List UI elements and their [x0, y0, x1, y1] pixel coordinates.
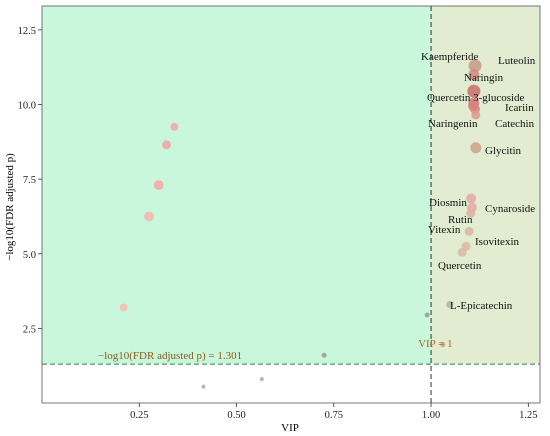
- point-luteolin: [468, 69, 480, 81]
- point-naringenin: [468, 100, 479, 111]
- y-tick-label-0: 2.5: [23, 324, 36, 335]
- point-5: [424, 312, 430, 318]
- point-kaempferide: [468, 59, 482, 73]
- point-9: [201, 384, 206, 389]
- data-points: [119, 59, 482, 389]
- point-2: [153, 180, 164, 191]
- point-3: [143, 211, 154, 222]
- threshold-lines: −log10(FDR adjusted p) = 1.301 VIP = 1: [42, 6, 540, 403]
- x-tick-label-0: 0.25: [130, 410, 148, 421]
- point-1: [162, 140, 171, 150]
- point-0: [170, 122, 179, 131]
- point-6: [440, 342, 446, 348]
- point-8: [259, 377, 264, 382]
- point-naringin: [467, 84, 481, 98]
- label-vitexin: Vitexin: [428, 224, 461, 236]
- fdr-threshold-label: −log10(FDR adjusted p) = 1.301: [98, 350, 242, 362]
- x-tick-label-3: 1.00: [422, 410, 440, 421]
- vip-threshold-label: VIP = 1: [418, 338, 453, 350]
- point-rutin: [466, 208, 476, 218]
- plot-frame: [41, 5, 541, 404]
- y-tick-label-4: 12.5: [18, 26, 36, 37]
- label-glycitin: Glycitin: [485, 145, 522, 157]
- label-quercetin: Quercetin: [438, 260, 482, 272]
- label-kaempferide: Kaempferide: [421, 51, 479, 63]
- y-tick-label-3: 10.0: [18, 101, 36, 112]
- x-tick-label-2: 0.75: [325, 410, 343, 421]
- x-tick-label-1: 0.50: [227, 410, 245, 421]
- point-l-epicatechin: [446, 300, 454, 308]
- label-diosmin: Diosmin: [429, 197, 467, 209]
- point-labels: Kaempferide Luteolin Naringin Quercetin 3-g…: [421, 51, 536, 312]
- x-tick-label-4: 1.25: [519, 410, 537, 421]
- y-tick-label-1: 5.0: [23, 250, 36, 261]
- label-icariin: Icariin: [505, 102, 534, 114]
- point-glycitin: [470, 142, 482, 154]
- point-4: [119, 303, 128, 312]
- label-l-epicatechin: L-Epicatechin: [450, 300, 513, 312]
- axes: 0.25 0.50 0.75 1.00 1.25 2.5 5.0 7.5 10.0 12.5: [18, 5, 541, 421]
- label-luteolin: Luteolin: [498, 55, 536, 67]
- point-vitexin: [464, 226, 474, 236]
- point-quercetin: [457, 247, 467, 257]
- point-catechin: [471, 110, 481, 120]
- significant-region: [42, 6, 432, 365]
- x-axis-label: VIP: [281, 422, 299, 434]
- point-diosmin: [466, 193, 477, 204]
- y-axis-label: −log10(FDR adjusted p): [4, 153, 16, 261]
- label-rutin: Rutin: [448, 214, 473, 226]
- point-7: [321, 352, 327, 358]
- label-quercetin-3-glucoside: Quercetin 3-glucoside: [427, 92, 525, 104]
- threshold-regions: [42, 6, 540, 365]
- label-isovitexin: Isovitexin: [475, 236, 519, 248]
- label-naringin: Naringin: [464, 72, 504, 84]
- label-cynaroside: Cynaroside: [485, 203, 535, 215]
- y-tick-label-2: 7.5: [23, 175, 36, 186]
- label-naringenin: Naringenin: [428, 118, 478, 130]
- label-catechin: Catechin: [495, 118, 535, 130]
